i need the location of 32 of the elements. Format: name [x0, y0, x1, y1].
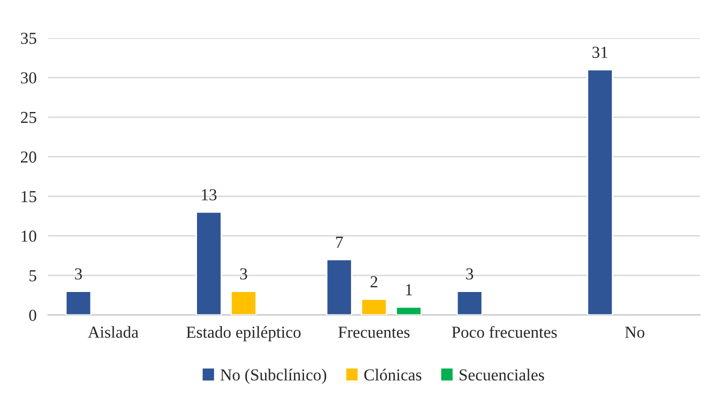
legend-label: No (Subclínico)	[220, 368, 326, 384]
y-tick-label: 5	[30, 270, 36, 282]
x-tick-label: Frecuentes	[338, 326, 410, 338]
legend-label: Secuenciales	[460, 368, 544, 381]
data-label: 2	[370, 276, 378, 288]
bar	[230, 290, 257, 315]
data-label: 3	[75, 268, 82, 280]
bar	[65, 290, 92, 315]
data-label: 31	[592, 46, 608, 58]
y-tick-label: 25	[20, 112, 36, 124]
data-label: 3	[240, 268, 248, 280]
bar	[456, 290, 483, 315]
legend-label: Clónicas	[364, 368, 422, 381]
y-tick-label: 35	[21, 32, 36, 44]
y-tick-label: 0	[29, 310, 36, 321]
x-tick-label: Poco frecuentes	[452, 326, 557, 338]
y-tick-label: 15	[22, 191, 36, 202]
x-tick-label: No	[625, 326, 644, 338]
data-label: 1	[406, 284, 412, 296]
bar	[196, 211, 222, 315]
x-tick-label: Aislada	[88, 326, 138, 338]
bar	[586, 68, 614, 315]
bar	[326, 258, 352, 315]
data-label: 7	[336, 236, 343, 248]
bar	[360, 298, 388, 315]
y-tick-label: 30	[21, 72, 36, 84]
data-label: 13	[202, 189, 217, 200]
data-label: 3	[466, 268, 474, 280]
bar	[396, 306, 422, 315]
x-tick-label: Estado epiléptico	[186, 326, 301, 342]
y-tick-label: 10	[22, 230, 36, 242]
y-tick-label: 20	[20, 151, 36, 163]
